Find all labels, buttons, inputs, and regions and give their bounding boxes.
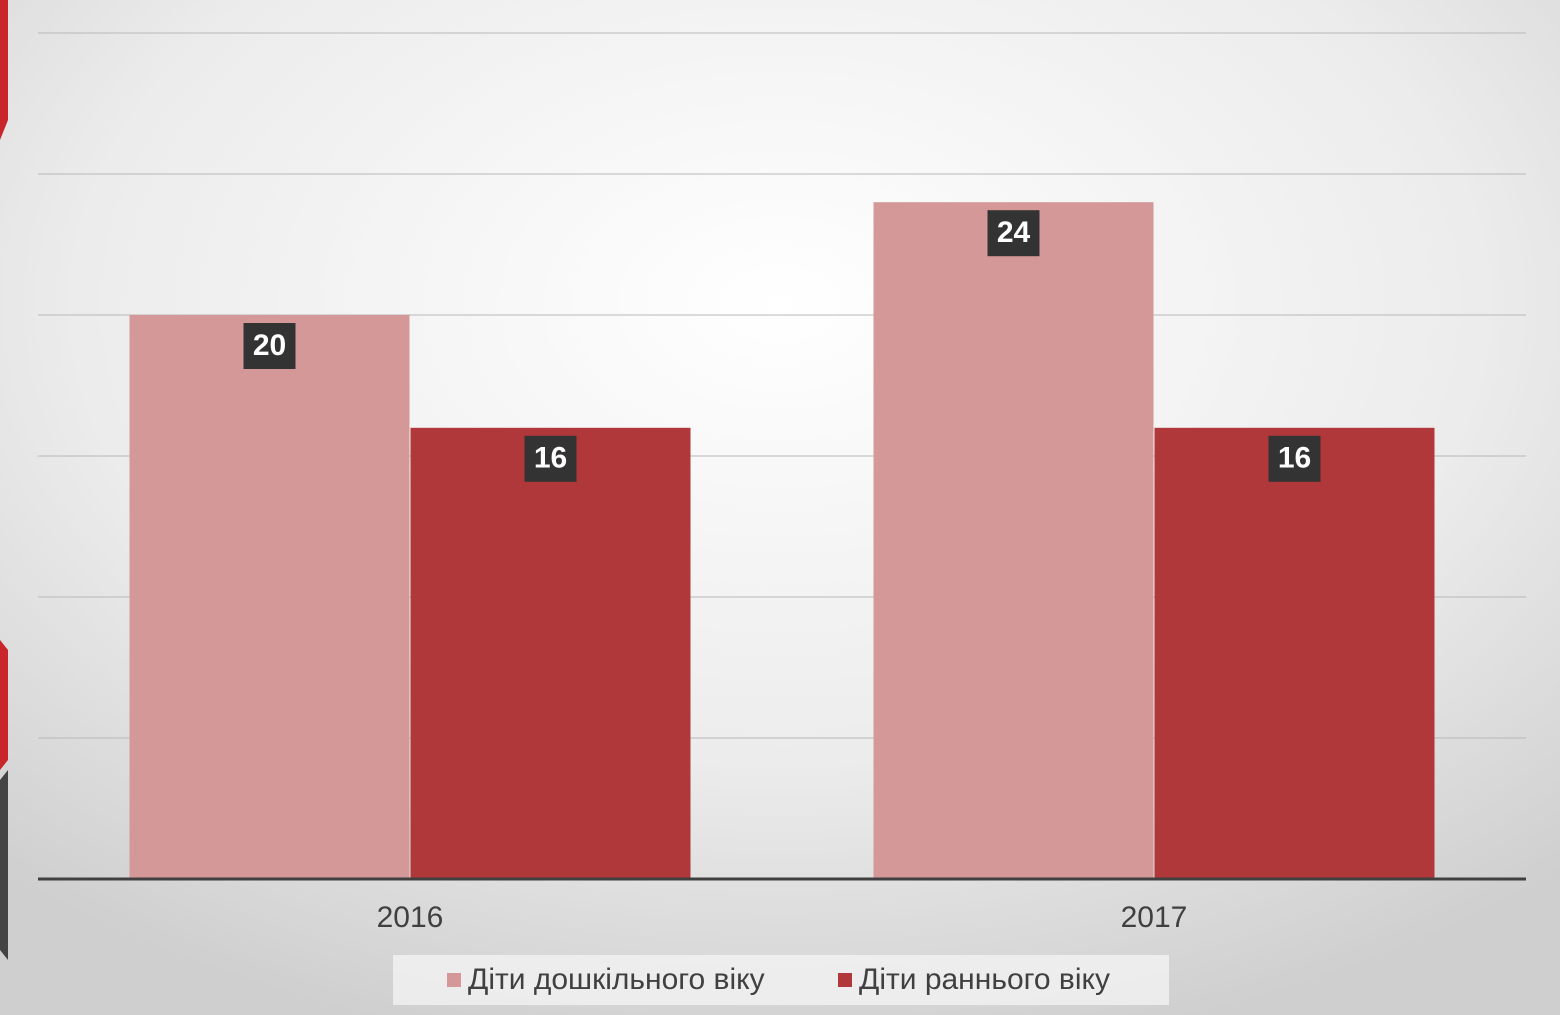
legend-swatch: [838, 973, 852, 987]
data-label-box: [987, 210, 1040, 257]
bar: [129, 315, 410, 879]
decor-stripe: [0, 0, 8, 140]
bar: [410, 427, 691, 879]
legend-swatch: [447, 973, 461, 987]
bar: [873, 202, 1154, 879]
x-tick-label: 2016: [377, 901, 444, 934]
legend-label: Діти раннього віку: [859, 963, 1110, 996]
data-label-box: [243, 323, 296, 369]
data-label: 20: [253, 329, 286, 362]
data-label: 16: [534, 442, 567, 475]
data-label-box: [524, 435, 577, 482]
data-label: 16: [1278, 442, 1311, 475]
data-label: 24: [997, 216, 1031, 249]
data-label-box: [1268, 435, 1321, 482]
x-tick-label: 2017: [1121, 901, 1188, 934]
legend-label: Діти дошкільного віку: [468, 963, 765, 996]
decor-stripe: [0, 640, 8, 770]
bar: [1154, 427, 1435, 879]
decor-stripe: [0, 770, 8, 960]
legend-box: [393, 955, 1169, 1005]
